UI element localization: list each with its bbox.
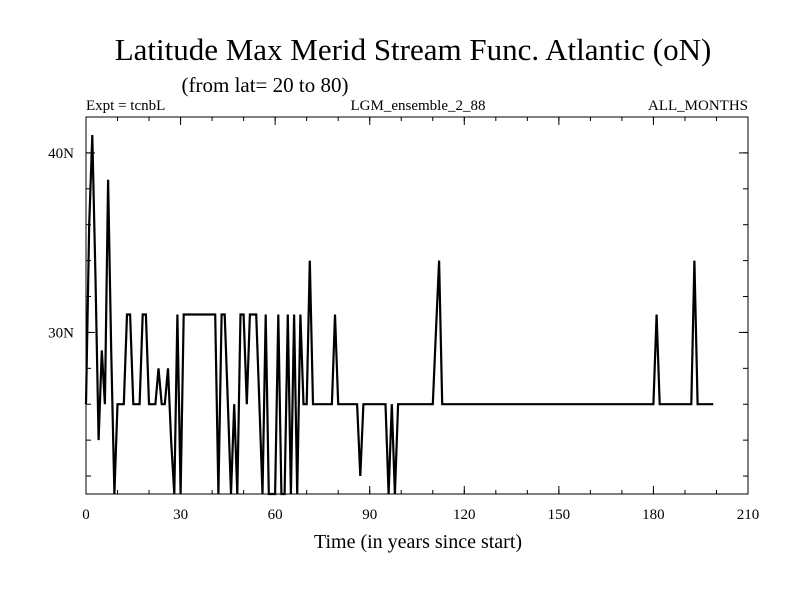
x-axis-tick-labels: 0 30 60 90 120 150 180 210 [82,507,759,523]
series-line [84,134,714,496]
x-tick-label: 0 [82,507,90,523]
x-tick-label: 60 [268,507,283,523]
x-tick-label: 180 [642,507,665,523]
experiment-note: Expt = tcnbL [86,98,165,114]
plot-frame [85,116,749,495]
chart-subtitle: (from lat= 20 to 80) [182,73,349,97]
x-axis-ticks [85,117,749,494]
x-tick-label: 30 [173,507,188,523]
ensemble-note: LGM_ensemble_2_88 [351,98,486,114]
x-tick-label: 120 [453,507,476,523]
x-axis-label: Time (in years since start) [314,531,522,553]
y-axis-tick-labels: 30N 40N [48,146,74,342]
chart-title: Latitude Max Merid Stream Func. Atlantic… [115,32,712,67]
x-tick-label: 150 [548,507,571,523]
x-tick-label: 210 [737,507,760,523]
y-tick-label: 40N [48,146,74,162]
y-tick-label: 30N [48,325,74,341]
months-note: ALL_MONTHS [648,98,748,114]
x-tick-label: 90 [362,507,377,523]
